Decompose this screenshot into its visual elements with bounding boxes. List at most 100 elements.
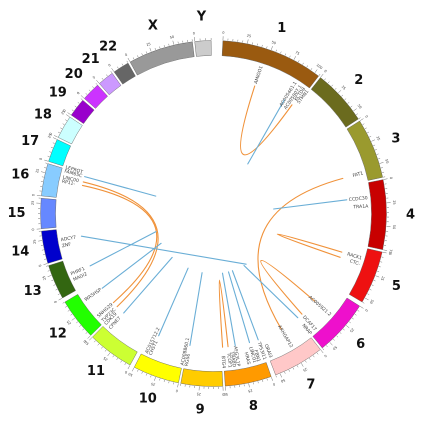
- orange-link: [240, 85, 293, 156]
- tick-mark: [106, 74, 108, 77]
- tick-mark: [62, 302, 65, 304]
- chromosome-label-8: 8: [249, 399, 258, 414]
- tick-label: 0: [323, 69, 327, 73]
- tick-mark: [141, 53, 143, 56]
- tick-mark: [57, 131, 60, 134]
- tick-mark: [379, 162, 384, 164]
- gene-label: TCOF1: [225, 351, 233, 368]
- gene-label: TRA1A: [352, 204, 369, 211]
- tick-mark: [177, 383, 179, 388]
- chromosome-label-13: 13: [24, 284, 42, 299]
- tick-mark: [350, 105, 353, 108]
- tick-label: 0: [39, 157, 43, 160]
- blue-link: [123, 256, 173, 314]
- tick-label: 25: [47, 133, 52, 139]
- tick-label: 50: [169, 35, 174, 40]
- chromosome-label-17: 17: [21, 134, 39, 149]
- gene-label: WASHSP: [83, 287, 103, 303]
- tick-mark: [71, 317, 76, 321]
- chromosome-8-band: [224, 362, 272, 387]
- tick-label: 0: [388, 252, 392, 255]
- chromosome-16-band: [41, 163, 63, 198]
- tick-label: 25: [246, 34, 251, 39]
- gene-label: LEPROT: [65, 164, 84, 175]
- tick-label: 0: [364, 115, 369, 119]
- tick-label: 0: [53, 300, 58, 304]
- tick-mark: [247, 39, 249, 44]
- gene-label: CCDC30: [349, 195, 369, 203]
- gene-label: FAT1: [352, 170, 364, 179]
- chromosome-label-21: 21: [82, 52, 100, 67]
- tick-mark: [60, 127, 63, 129]
- tick-label: 50: [332, 345, 338, 351]
- tick-mark: [66, 114, 70, 117]
- orange-link: [82, 181, 159, 308]
- tick-mark: [383, 249, 388, 251]
- chromosome-18-band: [57, 116, 83, 145]
- tick-mark: [94, 340, 96, 343]
- tick-mark: [262, 379, 264, 382]
- tick-mark: [378, 158, 381, 160]
- tick-mark: [49, 151, 52, 153]
- chromosome-label-5: 5: [392, 279, 401, 294]
- tick-mark: [168, 43, 170, 46]
- tick-mark: [101, 346, 103, 349]
- tick-mark: [284, 53, 286, 56]
- tick-label: 0: [124, 53, 128, 58]
- tick-mark: [257, 381, 259, 384]
- tick-mark: [104, 349, 107, 352]
- tick-mark: [112, 355, 114, 358]
- tick-mark: [117, 66, 119, 69]
- tick-mark: [96, 80, 100, 84]
- tick-label: 25: [302, 367, 308, 373]
- tick-mark: [380, 167, 383, 169]
- chromosome-label-3: 3: [391, 132, 400, 147]
- tick-mark: [356, 113, 358, 115]
- tick-mark: [306, 65, 308, 68]
- tick-label: 25: [380, 276, 385, 281]
- orange-link: [257, 177, 344, 330]
- tick-mark: [47, 270, 50, 272]
- blue-link: [221, 272, 236, 347]
- tick-mark: [97, 343, 100, 346]
- blue-link: [89, 231, 157, 267]
- tick-mark: [318, 73, 321, 76]
- tick-mark: [127, 57, 130, 62]
- blue-link: [243, 264, 299, 319]
- tick-mark: [110, 71, 113, 73]
- gene-label: TRABD: [229, 350, 237, 368]
- tick-mark: [327, 81, 330, 84]
- tick-mark: [367, 293, 370, 295]
- gene-label: LINC00: [62, 175, 79, 185]
- tick-mark: [266, 378, 268, 381]
- tick-mark: [322, 348, 324, 351]
- blue-link: [80, 235, 247, 265]
- chromosome-label-14: 14: [11, 245, 29, 260]
- chromosome-5-band: [348, 248, 383, 303]
- tick-mark: [357, 310, 360, 312]
- tick-mark: [141, 371, 143, 374]
- tick-label: 0: [175, 389, 178, 393]
- tick-label: 50: [84, 340, 90, 346]
- tick-mark: [124, 363, 126, 365]
- tick-label: 0: [364, 308, 369, 312]
- tick-mark: [362, 123, 365, 125]
- tick-mark: [292, 367, 295, 370]
- chromosome-14-band: [41, 229, 63, 264]
- tick-label: 25: [196, 392, 201, 396]
- chromosome-label-2: 2: [354, 73, 363, 88]
- blue-link: [273, 199, 348, 210]
- tick-mark: [313, 355, 315, 358]
- tick-label: 25: [349, 327, 355, 333]
- tick-mark: [43, 263, 48, 265]
- tick-mark: [163, 45, 165, 48]
- chromosome-13-band: [48, 260, 76, 299]
- tick-mark: [120, 360, 122, 363]
- tick-mark: [67, 112, 71, 115]
- tick-mark: [44, 159, 49, 162]
- tick-mark: [45, 162, 48, 164]
- tick-mark: [67, 310, 70, 312]
- tick-label: 25: [66, 320, 72, 326]
- tick-mark: [381, 256, 384, 258]
